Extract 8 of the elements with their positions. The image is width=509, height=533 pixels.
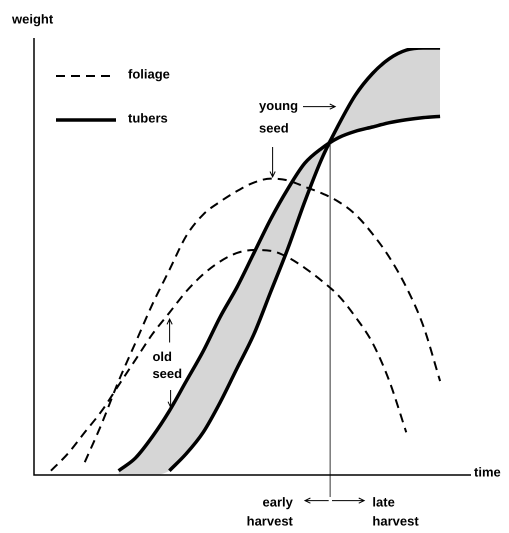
- legend-label: tubers: [128, 110, 168, 126]
- y-axis-title: weight: [11, 12, 54, 27]
- x-axis-title: time: [474, 464, 501, 480]
- annotation: old seed: [152, 349, 182, 382]
- text: late harvest: [372, 494, 420, 529]
- annotation: young seed: [259, 98, 298, 136]
- text: early harvest: [246, 494, 294, 529]
- legend-label: foliage: [128, 66, 170, 82]
